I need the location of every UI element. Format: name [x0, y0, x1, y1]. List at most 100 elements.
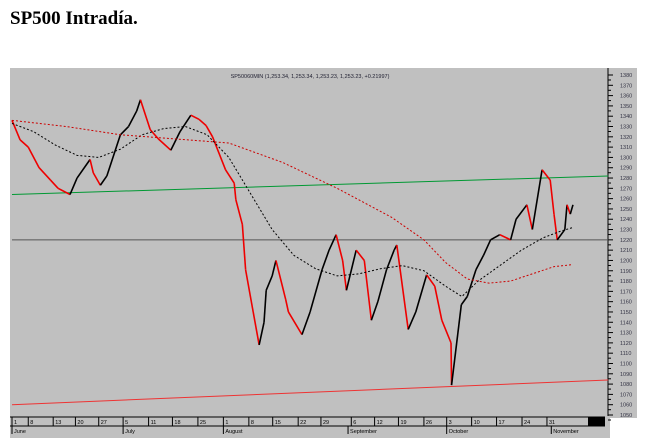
y-tick-label: 1350: [620, 104, 632, 110]
price-segment: [355, 249, 365, 261]
month-label: August: [225, 429, 243, 435]
y-tick-label: 1170: [620, 289, 632, 295]
x-tick-label: 20: [77, 420, 83, 426]
y-tick-label: 1290: [620, 166, 632, 172]
x-tick-label: 15: [275, 420, 281, 426]
price-segment: [425, 274, 436, 287]
price-segment: [385, 249, 395, 271]
y-tick-label: 1210: [620, 248, 632, 254]
plot-background: [10, 68, 610, 416]
x-tick-label: 24: [524, 420, 530, 426]
price-segment: [38, 167, 52, 181]
price-segment: [149, 129, 159, 140]
price-segment: [89, 159, 95, 174]
x-axis-end-block: [588, 417, 605, 426]
price-segment: [263, 290, 267, 323]
price-segment: [19, 139, 29, 148]
price-segment: [482, 239, 492, 256]
price-segment: [265, 275, 273, 291]
x-tick-label: 11: [151, 420, 157, 426]
x-tick-label: 29: [323, 420, 329, 426]
price-segment: [407, 311, 417, 330]
price-segment: [556, 229, 566, 241]
y-tick-label: 1150: [620, 310, 632, 316]
x-tick-label: 22: [300, 420, 306, 426]
price-segment: [76, 159, 91, 179]
short-moving-average: [11, 122, 574, 298]
price-segment: [139, 99, 151, 130]
price-segment: [515, 204, 528, 220]
y-tick-label: 1380: [620, 73, 632, 79]
y-tick-label: 1130: [620, 331, 632, 337]
y-tick-label: 1050: [620, 413, 632, 419]
price-segment: [179, 114, 192, 133]
price-segment: [466, 269, 477, 297]
x-tick-label: 19: [400, 420, 406, 426]
price-segment: [92, 172, 102, 186]
month-label: June: [14, 429, 26, 435]
price-segment: [566, 204, 572, 215]
y-tick-label: 1220: [620, 238, 632, 244]
y-tick-label: 1070: [620, 392, 632, 398]
price-segment: [205, 125, 214, 138]
price-segment: [415, 274, 428, 313]
price-segment: [135, 99, 142, 112]
price-segment: [564, 204, 568, 230]
long-moving-average: [11, 119, 574, 284]
price-segment: [157, 138, 172, 151]
green-trendline: [11, 175, 609, 196]
price-segment: [433, 286, 443, 321]
month-label: October: [449, 429, 469, 435]
y-tick-label: 1340: [620, 114, 632, 120]
price-segment: [490, 233, 501, 241]
y-tick-label: 1250: [620, 207, 632, 213]
x-tick-label: 31: [549, 420, 555, 426]
price-segment: [119, 125, 130, 136]
x-tick-label: 8: [251, 420, 254, 426]
y-tick-label: 1190: [620, 269, 632, 275]
y-tick-label: 1200: [620, 258, 632, 264]
price-segment: [328, 234, 337, 251]
x-tick-label: 17: [499, 420, 505, 426]
price-segment: [241, 224, 247, 270]
x-tick-label: 13: [55, 420, 61, 426]
price-segment: [450, 342, 453, 386]
price-segment: [509, 219, 517, 241]
month-label: November: [553, 429, 579, 435]
price-segment: [224, 169, 235, 184]
price-segment: [396, 244, 409, 330]
y-tick-label: 1360: [620, 94, 632, 100]
price-segment: [460, 296, 468, 306]
y-tick-label: 1090: [620, 372, 632, 378]
price-segment: [57, 187, 71, 196]
price-segment: [335, 234, 344, 261]
x-tick-label: 5: [125, 420, 128, 426]
x-tick-label: 1: [225, 420, 228, 426]
y-tick-label: 1180: [620, 279, 632, 285]
price-segment: [301, 311, 311, 335]
price-segment: [258, 322, 265, 346]
price-segment: [275, 260, 287, 300]
page-title: SP500 Intradía.: [10, 8, 138, 29]
price-segment: [363, 260, 373, 321]
x-axis-background: [10, 416, 610, 438]
price-segment: [252, 311, 260, 346]
y-tick-label: 1370: [620, 83, 632, 89]
red-support-trendline: [11, 379, 609, 406]
price-segment: [99, 175, 108, 186]
price-segment: [377, 269, 388, 302]
price-segment: [441, 319, 452, 344]
y-tick-label: 1300: [620, 155, 632, 161]
price-segment: [553, 213, 559, 240]
price-segment: [106, 134, 122, 177]
price-segment: [370, 301, 379, 321]
price-segment: [345, 249, 357, 291]
price-segment: [235, 199, 244, 225]
price-segment: [244, 269, 254, 313]
price-segment: [198, 118, 207, 127]
y-tick-label: 1310: [620, 145, 632, 151]
y-tick-label: 1110: [620, 351, 631, 357]
y-tick-label: 1330: [620, 125, 632, 131]
price-segment: [309, 269, 323, 313]
